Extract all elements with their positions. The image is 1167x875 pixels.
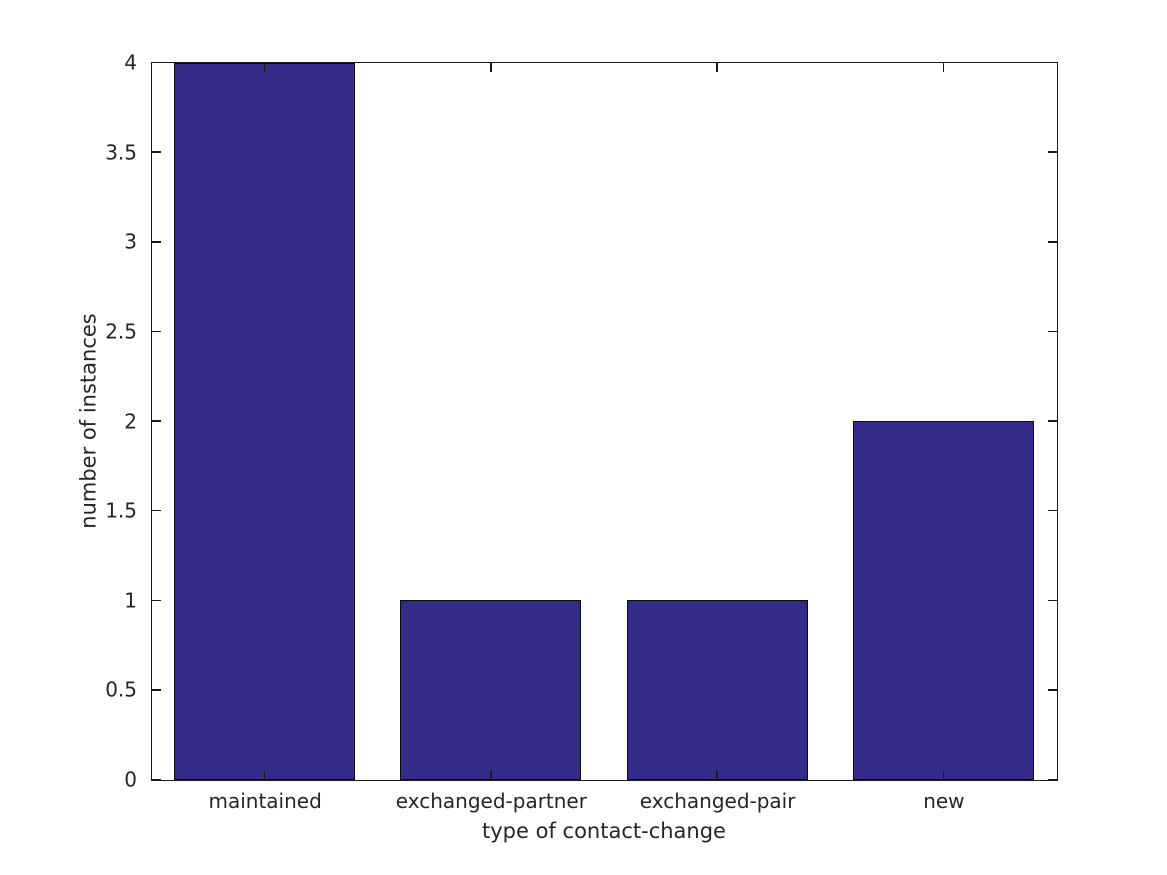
y-axis-tick-left	[151, 420, 161, 422]
x-axis-tick-top	[942, 62, 945, 72]
y-axis-tick-left	[151, 599, 161, 601]
y-tick-label: 2.5	[105, 319, 137, 344]
y-axis-tick-left	[151, 330, 161, 333]
y-tick-label: 1.5	[105, 498, 137, 523]
y-tick-label: 3.5	[105, 140, 137, 165]
x-tick-label: maintained	[208, 789, 322, 813]
x-axis-tick-bottom	[263, 770, 266, 780]
y-tick-label: 2	[124, 409, 137, 434]
x-axis-tick-top	[490, 62, 492, 72]
y-axis-tick-right	[1047, 509, 1057, 512]
y-axis-tick-right	[1047, 330, 1057, 333]
bar-maintained	[174, 62, 356, 780]
y-axis-tick-left	[151, 509, 161, 512]
y-axis-label: number of instances	[76, 313, 101, 529]
y-tick-label: 4	[124, 50, 137, 75]
bar-exchanged-pair	[626, 600, 808, 780]
y-axis-tick-right	[1047, 151, 1057, 153]
bar-exchanged-partner	[400, 600, 582, 780]
y-axis-tick-right	[1047, 778, 1057, 781]
y-axis-tick-right	[1047, 689, 1057, 691]
x-axis-label: type of contact-change	[482, 819, 726, 843]
x-tick-label: exchanged-pair	[639, 789, 796, 813]
y-axis-tick-right	[1047, 599, 1057, 601]
x-axis-tick-bottom	[716, 770, 718, 780]
y-axis-tick-left	[151, 241, 161, 243]
x-axis-tick-top	[716, 62, 718, 72]
y-axis-tick-left	[151, 778, 161, 781]
bar-new	[852, 421, 1034, 780]
y-tick-label: 0.5	[105, 677, 137, 702]
y-axis-tick-left	[151, 689, 161, 691]
x-axis-tick-bottom	[490, 770, 492, 780]
x-axis-tick-bottom	[942, 770, 945, 780]
x-axis-tick-top	[263, 62, 266, 72]
y-tick-label: 3	[124, 229, 137, 254]
plot-area	[150, 61, 1058, 781]
y-axis-tick-right	[1047, 420, 1057, 422]
y-axis-tick-left	[151, 151, 161, 153]
y-tick-label: 1	[124, 588, 137, 613]
y-axis-tick-left	[151, 61, 161, 64]
x-tick-label: new	[923, 789, 965, 813]
y-tick-label: 0	[124, 767, 137, 792]
x-tick-label: exchanged-partner	[395, 789, 587, 813]
y-axis-tick-right	[1047, 61, 1057, 64]
y-axis-tick-right	[1047, 241, 1057, 243]
